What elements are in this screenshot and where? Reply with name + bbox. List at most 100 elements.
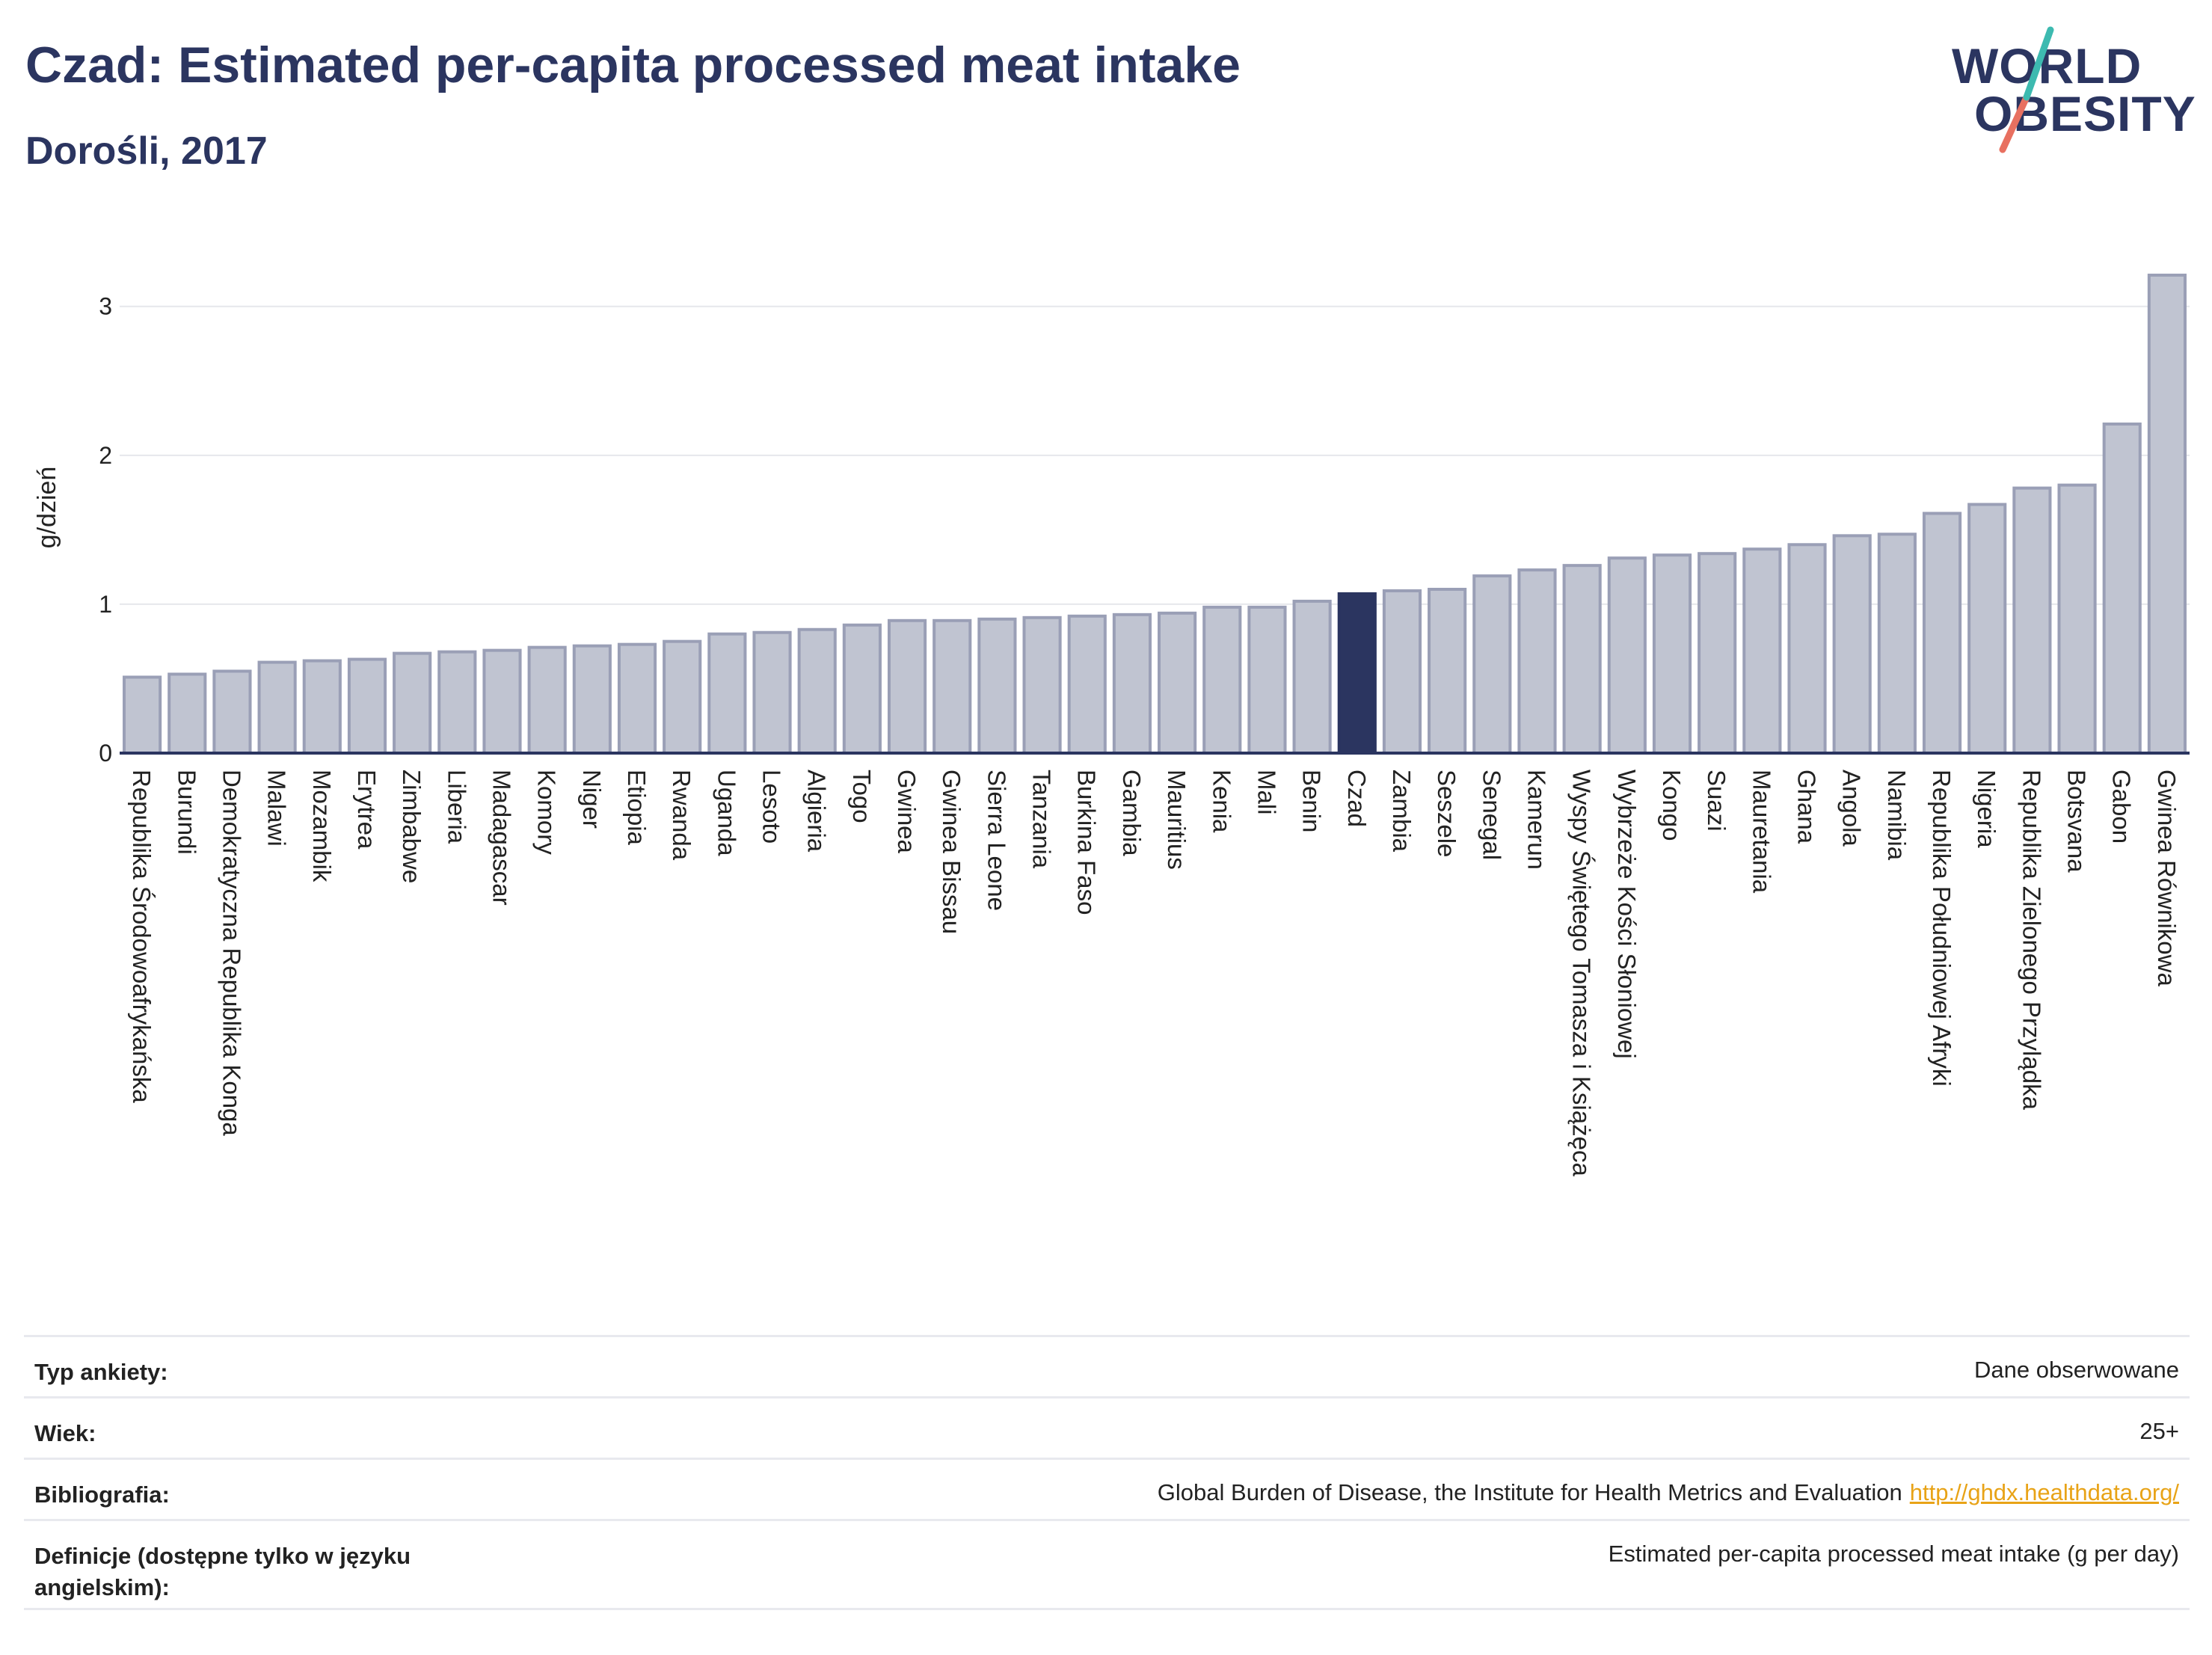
meta-row-bibliography: Bibliografia: Global Burden of Disease, … (24, 1458, 2190, 1519)
bar[interactable] (1292, 599, 1332, 755)
x-tick-label: Angola (1838, 770, 1866, 847)
bar[interactable] (1787, 543, 1827, 755)
x-tick-label: Lesoto (758, 770, 786, 844)
bar[interactable] (1158, 611, 1197, 755)
bar[interactable] (2057, 483, 2097, 755)
meta-value: Dane obserwowane (1973, 1357, 2179, 1383)
bar[interactable] (2012, 486, 2052, 755)
x-tick-label: Zimbabwe (398, 770, 425, 883)
x-tick-label: Senegal (1478, 770, 1505, 860)
bar[interactable] (1562, 564, 1602, 755)
x-tick-label: Malawi (263, 770, 291, 847)
meta-row-age: Wiek: 25+ (24, 1396, 2190, 1458)
x-tick-label: Togo (848, 770, 876, 823)
bar[interactable] (212, 669, 252, 755)
bar[interactable] (1698, 552, 1737, 755)
bar-chart: 0 1 2 3 g/dzień Republika Środowoafrykańska Bu… (33, 273, 2190, 1176)
bar[interactable] (482, 648, 522, 755)
y-tick-label: 0 (99, 740, 112, 767)
bar[interactable] (1607, 556, 1647, 755)
bar[interactable] (527, 645, 567, 755)
bar[interactable] (1022, 615, 1062, 755)
bar[interactable] (2102, 423, 2142, 755)
x-tick-label: Burundi (173, 770, 200, 855)
bar[interactable] (1967, 503, 2007, 755)
meta-value: 25+ (2139, 1418, 2179, 1444)
x-tick-label: Gambia (1118, 770, 1146, 856)
bar[interactable] (842, 623, 882, 755)
x-tick-label: Wybrzeże Kości Słoniowej (1613, 770, 1641, 1059)
x-tick-label: Komory (533, 770, 561, 855)
x-tick-label: Gwinea Równikowa (2153, 770, 2181, 986)
bar[interactable] (123, 675, 162, 755)
x-tick-label: Gwinea Bissau (938, 770, 965, 934)
bar[interactable] (707, 632, 747, 755)
metadata-table: Typ ankiety: Dane obserwowane Wiek: 25+ … (24, 1335, 2190, 1610)
bibliography-link[interactable]: http://ghdx.healthdata.org/ (1909, 1479, 2179, 1505)
bar[interactable] (887, 618, 927, 755)
x-tick-label: Suazi (1703, 770, 1730, 832)
x-tick-label: Zambia (1388, 770, 1416, 853)
bar[interactable] (393, 651, 432, 755)
bar[interactable] (437, 650, 477, 755)
x-tick-label: Mauretania (1748, 770, 1775, 894)
bar[interactable] (977, 617, 1017, 755)
x-tick-label: Sierra Leone (983, 770, 1010, 911)
bar[interactable] (2147, 273, 2187, 755)
x-tick-label: Republika Środowoafrykańska (128, 770, 156, 1103)
bar[interactable] (1112, 612, 1152, 755)
bar[interactable] (1742, 547, 1782, 755)
meta-value: Estimated per-capita processed meat inta… (1608, 1541, 2179, 1567)
bar[interactable] (572, 644, 612, 755)
bar[interactable] (347, 657, 387, 755)
x-tick-label: Erytrea (353, 770, 381, 850)
bar[interactable] (257, 660, 297, 755)
x-tick-label: Kenia (1208, 770, 1235, 833)
x-tick-label: Etiopia (623, 770, 651, 846)
x-tick-label: Tanzania (1028, 770, 1056, 869)
meta-value: Global Burden of Disease, the Institute … (1158, 1479, 2179, 1506)
bar[interactable] (1517, 568, 1557, 755)
meta-label: Definicje (dostępne tylko w języku angie… (34, 1543, 411, 1600)
bar[interactable] (1472, 574, 1512, 755)
logo-slash-icon (1999, 26, 2054, 153)
meta-row-definitions: Definicje (dostępne tylko w języku angie… (24, 1519, 2190, 1610)
bar[interactable] (797, 627, 837, 755)
meta-row-survey-type: Typ ankiety: Dane obserwowane (24, 1335, 2190, 1396)
bar[interactable] (1067, 614, 1107, 755)
bar[interactable] (1382, 589, 1422, 755)
x-tick-label: Botsvana (2063, 770, 2091, 873)
bar[interactable] (1202, 605, 1242, 755)
x-tick-label: Mozambik (308, 770, 336, 882)
bar[interactable] (1922, 512, 1962, 755)
x-tick-label: Wyspy Świętego Tomasza i Książęca (1568, 770, 1597, 1176)
x-tick-label: Madagascar (488, 770, 515, 906)
bar[interactable] (168, 672, 207, 755)
x-tick-label: Republika Południowej Afryki (1928, 770, 1956, 1087)
meta-label: Typ ankiety: (34, 1359, 168, 1385)
bar[interactable] (617, 642, 657, 755)
chart-subtitle: Dorośli, 2017 (25, 129, 268, 173)
x-tick-label: Liberia (443, 770, 470, 844)
x-tick-label: Gwinea (893, 770, 921, 854)
x-tick-label: Rwanda (668, 770, 695, 861)
bar[interactable] (1247, 605, 1287, 755)
bar[interactable] (752, 630, 792, 755)
chart-title: Czad: Estimated per-capita processed mea… (25, 37, 1241, 93)
bar[interactable] (933, 618, 972, 755)
bar[interactable] (663, 639, 702, 755)
x-tick-label: Republika Zielonego Przylądka (2018, 770, 2045, 1111)
x-tick-label: Ghana (1793, 770, 1821, 844)
bar[interactable] (1832, 534, 1872, 755)
bar[interactable] (302, 659, 342, 755)
x-tick-label: Gabon (2108, 770, 2136, 844)
y-tick-label: 1 (99, 591, 112, 618)
bar[interactable] (1428, 588, 1467, 755)
bar[interactable] (1652, 553, 1692, 755)
x-tick-label: Mali (1253, 770, 1280, 815)
y-tick-label: 3 (99, 293, 112, 320)
bar[interactable] (1337, 592, 1377, 755)
x-tick-label: Algieria (803, 770, 831, 853)
x-tick-label: Czad (1343, 770, 1371, 827)
bar[interactable] (1877, 532, 1917, 755)
